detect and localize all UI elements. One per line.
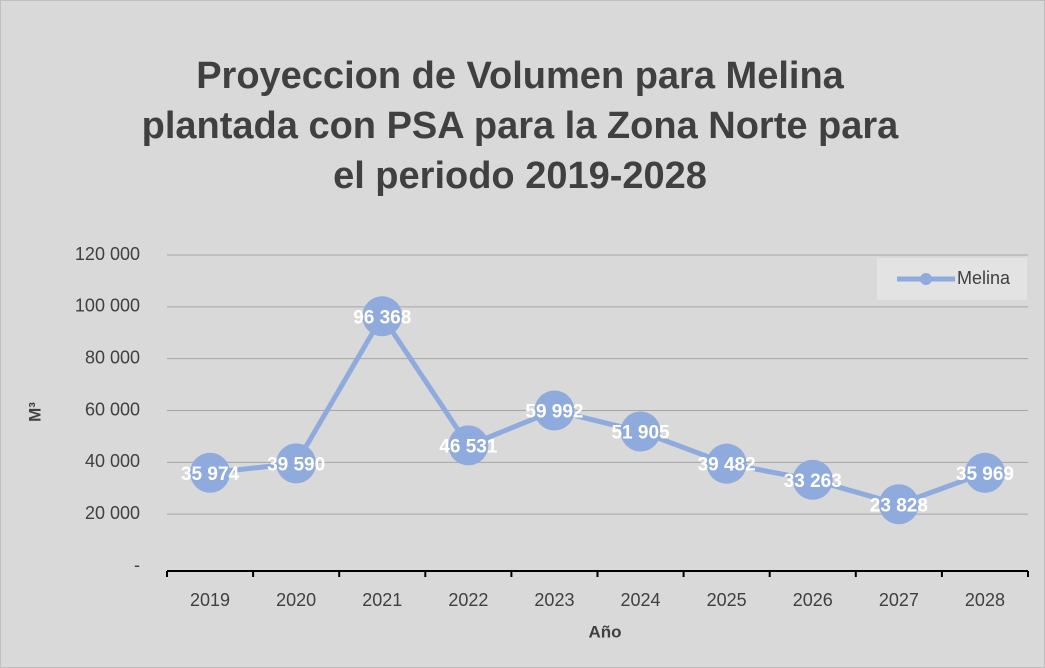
y-tick-label: 20 000 — [85, 503, 140, 523]
y-tick-label: - — [134, 555, 140, 575]
data-label: 33 263 — [784, 471, 842, 492]
data-point — [276, 443, 317, 484]
data-label: 23 828 — [870, 495, 928, 516]
legend-marker — [920, 273, 932, 285]
x-tick-label: 2022 — [448, 590, 488, 610]
data-label: 51 905 — [611, 422, 670, 443]
x-tick-label: 2023 — [534, 590, 574, 610]
chart-title: el periodo 2019-2028 — [333, 155, 707, 197]
data-point — [706, 443, 747, 484]
x-tick-label: 2027 — [879, 590, 919, 610]
series-line — [209, 313, 986, 507]
chart-title: Proyeccion de Volumen para Melina — [196, 55, 844, 97]
data-label: 35 974 — [181, 464, 240, 485]
x-tick-label: 2026 — [793, 590, 833, 610]
x-tick-label: 2020 — [276, 590, 316, 610]
data-point — [190, 452, 231, 493]
y-tick-label: 40 000 — [85, 451, 140, 471]
x-tick-label: 2019 — [190, 590, 230, 610]
data-label: 39 590 — [267, 454, 325, 475]
x-tick-label: 2021 — [362, 590, 402, 610]
data-point — [362, 296, 403, 337]
data-point — [534, 390, 575, 431]
data-point — [620, 411, 661, 452]
x-tick-label: 2024 — [621, 590, 661, 610]
x-tick-label: 2025 — [707, 590, 747, 610]
data-point — [964, 452, 1005, 493]
data-label: 39 482 — [698, 455, 756, 476]
y-tick-label: 60 000 — [85, 399, 140, 419]
y-axis-label: M³ — [25, 402, 44, 422]
data-label: 35 969 — [956, 464, 1014, 485]
y-tick-label: 80 000 — [85, 347, 140, 367]
x-tick-label: 2028 — [965, 590, 1005, 610]
data-label: 59 992 — [525, 402, 583, 423]
y-tick-label: 100 000 — [75, 296, 140, 316]
data-label: 96 368 — [353, 307, 411, 328]
x-axis-label: Año — [588, 622, 621, 641]
data-point — [448, 425, 489, 466]
y-tick-label: 120 000 — [75, 244, 140, 264]
legend-label: Melina — [957, 268, 1011, 288]
data-label: 46 531 — [439, 436, 498, 457]
data-point — [878, 484, 919, 525]
data-point — [792, 459, 833, 500]
chart-title: plantada con PSA para la Zona Norte para — [142, 105, 900, 147]
